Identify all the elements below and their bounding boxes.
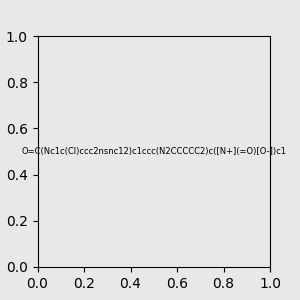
Text: O=C(Nc1c(Cl)ccc2nsnc12)c1ccc(N2CCCCC2)c([N+](=O)[O-])c1: O=C(Nc1c(Cl)ccc2nsnc12)c1ccc(N2CCCCC2)c(… xyxy=(21,147,286,156)
